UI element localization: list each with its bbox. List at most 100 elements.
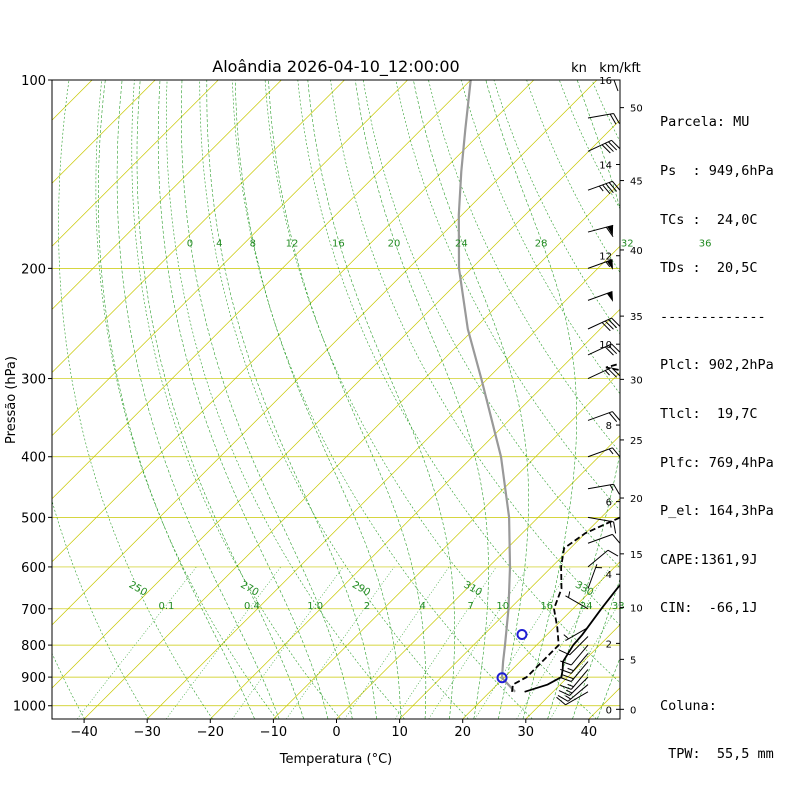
wind-barb-full [601, 322, 611, 332]
wind-barb-full [612, 180, 620, 191]
lfc-marker [516, 629, 528, 641]
wind-barb-shaft [587, 112, 614, 119]
pressure-tick-label: 800 [21, 639, 46, 654]
pressure-tick-label: 200 [21, 262, 46, 277]
moist-adiabat-label: 24 [455, 239, 468, 250]
wind-barb-shaft [569, 676, 589, 696]
wind-barb [560, 653, 589, 674]
wind-barb-half [563, 634, 569, 640]
wind-barb-half [608, 448, 614, 455]
wind-barb-full [613, 483, 620, 495]
wind-barb [560, 661, 589, 682]
kft-tick-label: 20 [630, 494, 643, 505]
isotherm-line [146, 245, 620, 719]
wind-barb-half [604, 370, 610, 376]
wind-barb-full [605, 183, 614, 193]
kft-tick-label: 40 [630, 246, 643, 257]
kft-tick-label: 30 [630, 375, 643, 386]
mixing-ratio-label: 7 [468, 601, 474, 612]
info-line: CAPE:1361,9J [660, 551, 758, 568]
moist-adiabat-line [136, 80, 304, 719]
wind-barb-full [611, 317, 620, 327]
mixing-ratio-label: 16 [540, 601, 553, 612]
wind-barb-full [611, 139, 620, 149]
isotherm-line [52, 80, 282, 310]
mixing-ratio-line [394, 566, 497, 719]
wind-barb-full [558, 690, 570, 696]
wind-barb-shaft [567, 684, 589, 702]
wind-barb-shaft [587, 516, 614, 523]
wind-barb-full [608, 182, 618, 192]
isotherm-line [336, 435, 620, 719]
pressure-tick-label: 600 [21, 561, 46, 576]
mixing-ratio-line [516, 566, 611, 719]
wind-barb-full [608, 368, 618, 378]
moist-adiabat-label: 16 [332, 239, 345, 250]
wind-barb-shaft [587, 291, 613, 301]
kft-label: km/kft [599, 61, 641, 76]
wind-barb-shaft [587, 317, 612, 330]
wind-barb [587, 180, 620, 195]
km-tick-label: 2 [606, 639, 612, 650]
x-tick-label: −40 [70, 725, 97, 740]
isotherm-line [52, 80, 598, 626]
wind-barb-shaft [587, 483, 614, 490]
km-tick-label: 10 [599, 340, 612, 351]
moist-adiabat-line [157, 80, 329, 719]
wind-barb [587, 139, 620, 154]
wind-barb-shaft [587, 447, 613, 458]
dry-adiabat-line [52, 652, 85, 719]
lcl-marker [496, 672, 508, 684]
isotherm-line [210, 308, 620, 719]
x-tick-label: 20 [454, 725, 471, 740]
isotherm-line [52, 119, 620, 689]
x-tick-label: 10 [391, 725, 408, 740]
wind-barb-full [602, 184, 611, 195]
mixing-ratio-label: 4 [420, 601, 426, 612]
wind-barb [563, 627, 589, 641]
wind-barb-full [604, 320, 614, 330]
info-line: Plcl: 902,2hPa [660, 357, 774, 374]
wind-barb-full [613, 521, 617, 534]
temperature-curve [524, 583, 620, 693]
pressure-tick-label: 500 [21, 511, 46, 526]
kft-tick-label: 25 [630, 436, 643, 447]
wind-barb-shaft [587, 564, 598, 589]
x-tick-label: 30 [518, 725, 535, 740]
wind-barb-flag [607, 225, 614, 236]
km-tick-label: 12 [599, 252, 612, 263]
moist-adiabat-label: 0 [187, 239, 193, 250]
wind-barb-full [601, 144, 611, 154]
dry-adiabat-line [264, 80, 597, 719]
moist-adiabat-line [485, 80, 577, 719]
kft-tick-label: 35 [630, 312, 643, 323]
wind-barb-shaft [587, 549, 609, 568]
wind-barb-half [609, 484, 614, 491]
info-line: Plfc: 769,4hPa [660, 454, 774, 471]
dry-adiabat-label: 290 [350, 580, 372, 599]
km-tick-label: 0 [606, 705, 612, 716]
moist-adiabat-line [355, 80, 489, 719]
mixing-ratio-label: 33 [612, 601, 625, 612]
wind-barb-full [607, 549, 619, 557]
pressure-tick-label: 300 [21, 373, 46, 388]
wind-barb-full [604, 346, 614, 356]
wind-barb-full [608, 319, 618, 329]
kft-tick-label: 5 [630, 655, 636, 666]
moist-adiabat-label: 4 [216, 239, 222, 250]
moist-adiabat-line [268, 80, 427, 719]
wind-barb-half [595, 567, 603, 569]
dry-adiabat-line [362, 80, 620, 569]
wind-barb [587, 317, 620, 332]
wind-barb-full [604, 142, 614, 152]
wind-barb-full [612, 534, 620, 544]
wind-barb-shaft [587, 411, 613, 421]
moist-adiabat-line [413, 80, 529, 719]
wind-barb-full [557, 694, 569, 702]
wind-barb-shaft [587, 533, 613, 544]
wind-barb [587, 516, 617, 534]
wind-barb [588, 80, 619, 92]
mixing-ratio-line [428, 566, 529, 719]
kft-tick-label: 0 [630, 705, 636, 716]
